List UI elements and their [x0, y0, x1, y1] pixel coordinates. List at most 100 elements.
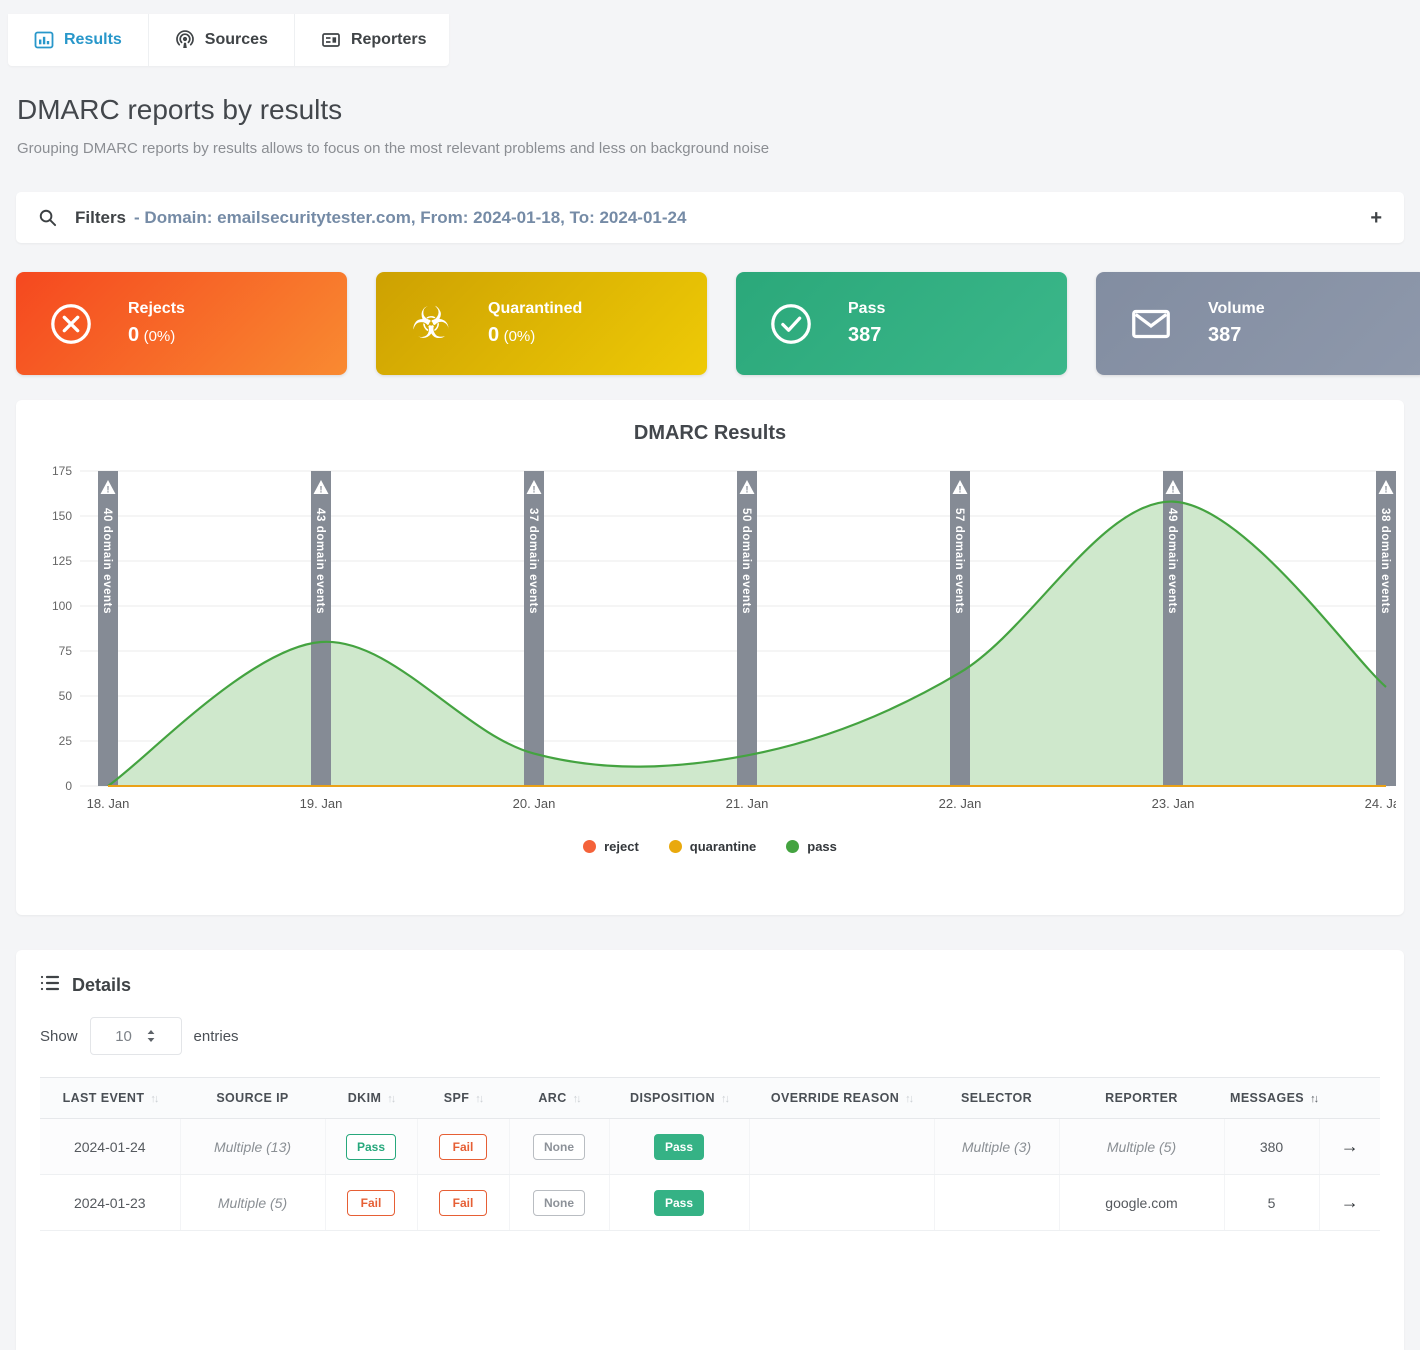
tab-reporters[interactable]: Reporters — [295, 14, 453, 66]
cell-badge: Pass — [608, 1174, 749, 1231]
cell-actions: → — [1318, 1174, 1380, 1231]
svg-text:23. Jan: 23. Jan — [1152, 796, 1195, 811]
svg-text:!: ! — [107, 485, 110, 495]
column-header-reporter: REPORTER — [1059, 1077, 1224, 1119]
show-label: Show — [40, 1027, 78, 1045]
filters-bar[interactable]: Filters - Domain: emailsecuritytester.co… — [16, 192, 1404, 243]
cell-empty — [748, 1174, 934, 1231]
column-header-source-ip: SOURCE IP — [180, 1077, 325, 1119]
column-header-last-event[interactable]: LAST EVENT ↑↓ — [40, 1077, 180, 1119]
table-row: 2024-01-23 Multiple (5) Fail Fail None Pass go… — [40, 1174, 1380, 1231]
stat-label: Volume — [1208, 300, 1265, 317]
annotation-bar[interactable]: ! 37 domain events — [524, 471, 544, 786]
annotation-bar[interactable]: ! 49 domain events — [1163, 471, 1183, 786]
newspaper-icon — [321, 30, 341, 50]
cell-text: google.com — [1058, 1174, 1224, 1231]
cell-empty — [748, 1118, 934, 1175]
stat-suffix: (0%) — [503, 328, 536, 345]
column-header-spf[interactable]: SPF ↑↓ — [417, 1077, 509, 1119]
column-header-actions — [1319, 1077, 1380, 1119]
svg-text:24. Jan: 24. Jan — [1365, 796, 1396, 811]
sort-icon: ↑↓ — [572, 1093, 582, 1105]
stat-value: 387 — [848, 324, 882, 346]
svg-text:!: ! — [746, 485, 749, 495]
column-header-disposition[interactable]: DISPOSITION ↑↓ — [609, 1077, 749, 1119]
podcast-icon — [175, 30, 195, 50]
stat-card-rejects: Rejects 0 (0%) — [16, 272, 347, 375]
svg-text:18. Jan: 18. Jan — [87, 796, 130, 811]
legend-item-pass[interactable]: pass — [786, 839, 837, 854]
filters-label: Filters — [75, 207, 127, 227]
cell-actions: → — [1318, 1118, 1380, 1175]
annotation-bar[interactable]: ! 40 domain events — [98, 471, 118, 786]
details-title: Details — [72, 975, 132, 995]
tab-sources[interactable]: Sources — [149, 14, 295, 66]
svg-text:22. Jan: 22. Jan — [939, 796, 982, 811]
legend-item-quarantine[interactable]: quarantine — [668, 839, 756, 854]
cell-badge: Fail — [416, 1118, 509, 1175]
svg-text:38 domain events: 38 domain events — [1379, 508, 1391, 614]
list-icon — [40, 974, 60, 997]
column-header-override-reason[interactable]: OVERRIDE REASON ↑↓ — [749, 1077, 934, 1119]
warning-icon — [1165, 480, 1181, 494]
row-detail-arrow[interactable]: → — [1340, 1192, 1359, 1212]
svg-text:75: 75 — [59, 644, 73, 658]
svg-text:49 domain events: 49 domain events — [1166, 508, 1178, 614]
sort-icon: ↑↓ — [150, 1093, 159, 1105]
expand-filters-button[interactable]: + — [1370, 206, 1382, 229]
entries-label: entries — [193, 1027, 239, 1045]
filters-summary: - Domain: emailsecuritytester.com, From:… — [134, 207, 687, 227]
warning-icon — [526, 480, 542, 494]
svg-text:50 domain events: 50 domain events — [740, 508, 752, 614]
annotation-bar[interactable]: ! 38 domain events — [1376, 471, 1396, 786]
status-badge: Pass — [653, 1189, 705, 1216]
column-header-arc[interactable]: ARC ↑↓ — [509, 1077, 609, 1119]
select-arrows-icon — [147, 1030, 155, 1042]
biohazard-icon: ☣ — [411, 297, 451, 349]
annotation-bar[interactable]: ! 50 domain events — [737, 471, 757, 786]
cell-badge: Fail — [324, 1174, 417, 1231]
dmarc-results-chart-card: DMARC Results 0 25 50 75 100 125 150 175! 40 dom… — [16, 400, 1404, 915]
column-header-messages[interactable]: MESSAGES ↑↓ — [1224, 1077, 1319, 1119]
svg-text:100: 100 — [52, 599, 72, 613]
column-header-dkim[interactable]: DKIM ↑↓ — [325, 1077, 417, 1119]
annotation-bar[interactable]: ! 57 domain events — [950, 471, 970, 786]
chart-title: DMARC Results — [633, 422, 787, 444]
stat-suffix: (0%) — [143, 328, 176, 345]
svg-text:57 domain events: 57 domain events — [953, 508, 965, 614]
details-card: Details Show 10 entries LAST EVENT ↑↓ SOUR… — [16, 950, 1404, 1350]
svg-text:!: ! — [959, 485, 962, 495]
legend-dot — [668, 840, 682, 853]
cell-empty — [933, 1174, 1059, 1231]
status-badge: None — [533, 1189, 585, 1216]
search-icon — [38, 208, 57, 227]
status-badge: Fail — [347, 1189, 395, 1216]
cell-badge: Fail — [416, 1174, 509, 1231]
annotation-bar[interactable]: ! 43 domain events — [311, 471, 331, 786]
status-badge: Fail — [439, 1133, 487, 1160]
svg-text:0: 0 — [65, 779, 72, 793]
cell-badge: Pass — [324, 1118, 417, 1175]
stat-label: Quarantined — [488, 300, 583, 317]
cell-badge: Pass — [608, 1118, 749, 1175]
row-detail-arrow[interactable]: → — [1340, 1136, 1359, 1156]
cell-badge: None — [508, 1174, 609, 1231]
cell-text: 2024-01-23 — [40, 1174, 180, 1231]
chart-legend: reject quarantine pass — [24, 839, 1396, 854]
page-size-select[interactable]: 10 — [89, 1017, 182, 1055]
tab-results[interactable]: Results — [8, 14, 149, 66]
legend-item-reject[interactable]: reject — [583, 839, 639, 854]
status-badge: Pass — [653, 1133, 705, 1160]
sort-icon: ↑↓ — [905, 1093, 914, 1105]
details-table: LAST EVENT ↑↓ SOURCE IP DKIM ↑↓ SPF ↑↓ ARC ↑↓ DIS… — [40, 1077, 1380, 1231]
dmarc-results-chart: 0 25 50 75 100 125 150 175! 40 domain events! 43 … — [24, 459, 1396, 831]
bar-chart-icon — [34, 30, 54, 50]
stat-card-quarantined: ☣ Quarantined 0 (0%) — [376, 272, 707, 375]
svg-text:!: ! — [1172, 485, 1175, 495]
cell-multiple: Multiple (5) — [1058, 1118, 1224, 1175]
sort-icon: ↑↓ — [387, 1093, 396, 1105]
status-badge: Pass — [345, 1133, 397, 1160]
cell-text: 2024-01-24 — [40, 1118, 180, 1175]
circle-x-icon — [46, 301, 96, 347]
check-circle-icon — [766, 301, 816, 347]
